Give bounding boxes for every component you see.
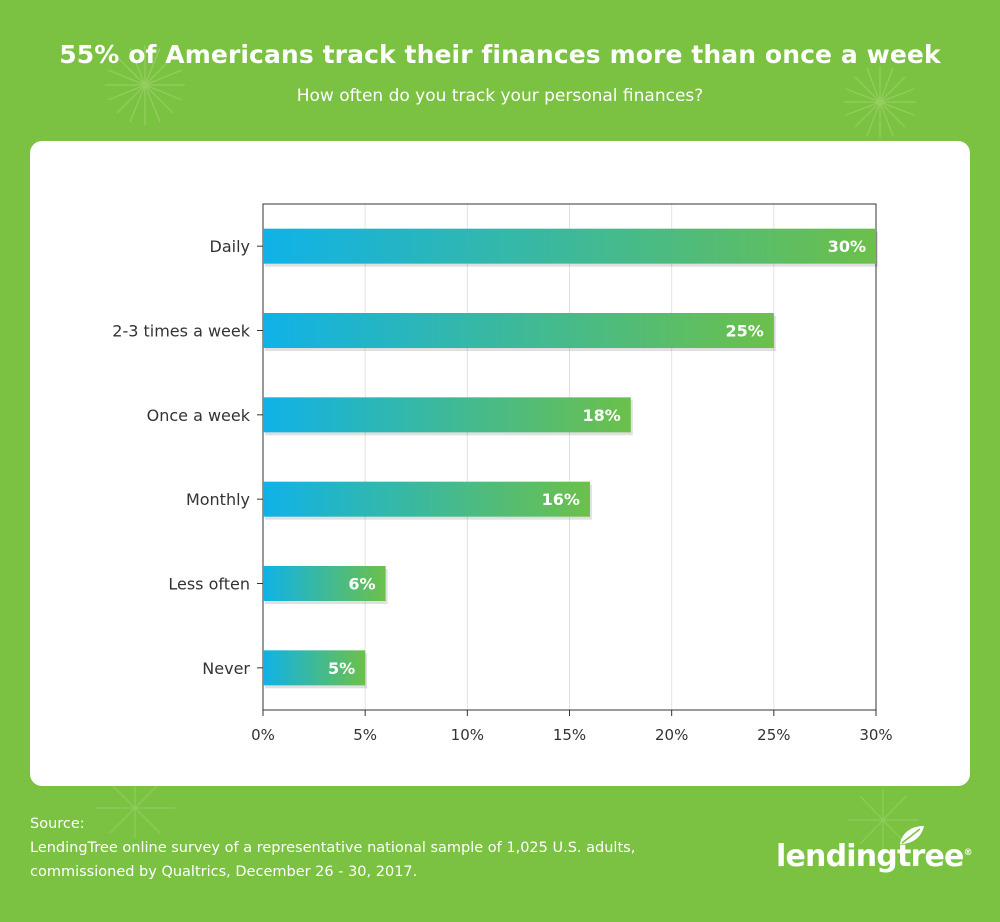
- bar: [263, 566, 386, 601]
- chart-subtitle: How often do you track your personal fin…: [296, 86, 704, 106]
- bar: [263, 313, 774, 348]
- source-note: Source: LendingTree online survey of a r…: [30, 812, 635, 884]
- source-line-1: LendingTree online survey of a represent…: [30, 840, 636, 856]
- value-label: 18%: [583, 406, 621, 425]
- category-label: Less often: [168, 575, 250, 594]
- value-label: 25%: [726, 322, 764, 341]
- plot-frame: [262, 203, 877, 711]
- logo-wordmark: lendingtree®: [776, 839, 973, 874]
- x-tick-label: 20%: [655, 726, 688, 744]
- leaf-icon: [900, 826, 924, 844]
- chart-title: 55% of Americans track their finances mo…: [59, 40, 941, 69]
- x-tick-label: 25%: [757, 726, 790, 744]
- source-label: Source:: [30, 816, 85, 832]
- category-label: Daily: [210, 237, 250, 256]
- bar: [263, 481, 590, 517]
- x-tick-label: 0%: [251, 726, 275, 744]
- sparkle-decoration-bottom-left: [95, 778, 175, 838]
- bar: [263, 228, 876, 264]
- bar-chart: 0% 5% 10% 15% 20% 25% 30% Daily 30% 2-3 times a w…: [112, 203, 893, 744]
- sparkle-decoration-left: [105, 45, 185, 125]
- value-label: 6%: [348, 575, 375, 594]
- value-label: 5%: [328, 659, 355, 678]
- category-label: Once a week: [147, 406, 251, 425]
- value-label: 30%: [828, 237, 866, 256]
- category-label: Monthly: [186, 490, 250, 509]
- category-label: 2-3 times a week: [112, 322, 250, 341]
- x-tick-label: 30%: [859, 726, 892, 744]
- sparkle-decoration-right: [844, 66, 916, 138]
- bar: [263, 650, 366, 686]
- category-label: Never: [202, 659, 250, 678]
- x-tick-label: 10%: [451, 726, 484, 744]
- sparkle-decoration-bottom-right: [848, 790, 918, 850]
- bar: [263, 397, 631, 433]
- x-tick-label: 5%: [353, 726, 377, 744]
- source-line-2: commissioned by Qualtrics, December 26 -…: [30, 864, 418, 880]
- x-tick-label: 15%: [553, 726, 586, 744]
- value-label: 16%: [542, 490, 580, 509]
- lendingtree-logo[interactable]: lendingtree®: [776, 824, 973, 876]
- chart-card: 0% 5% 10% 15% 20% 25% 30% Daily 30% 2-3 times a w…: [30, 141, 970, 786]
